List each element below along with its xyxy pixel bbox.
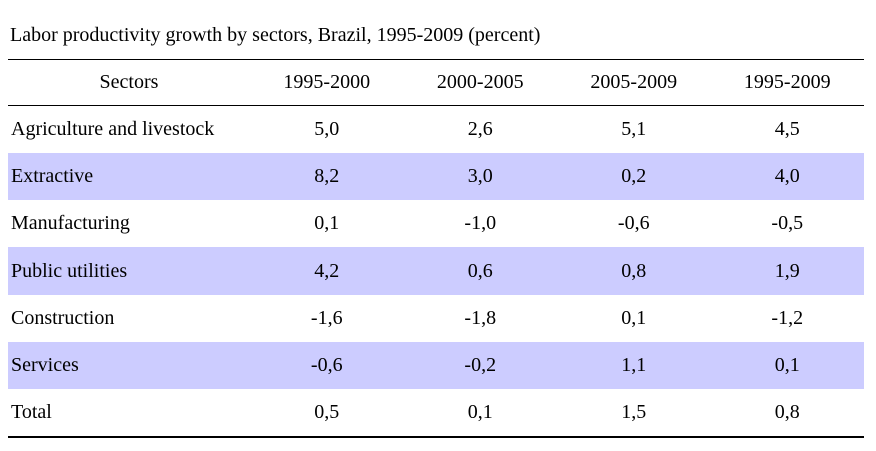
table-cell: 0,6 <box>403 247 557 295</box>
table-cell: -0,6 <box>250 341 404 390</box>
row-label: Agriculture and livestock <box>11 117 215 140</box>
productivity-table: Sectors 1995-2000 2000-2005 2005-2009 19… <box>8 59 864 438</box>
table-cell: 0,1 <box>710 341 864 390</box>
row-label: Total <box>8 389 250 438</box>
table-cell: 4,2 <box>250 247 404 295</box>
table-row: Services -0,6 -0,2 1,1 0,1 <box>8 341 864 390</box>
header-1995-2000: 1995-2000 <box>250 59 404 106</box>
table-cell: 5,1 <box>621 117 647 140</box>
table-row: Public utilities 4,2 0,6 0,8 1,9 <box>8 247 864 295</box>
table-header: Sectors 1995-2000 2000-2005 2005-2009 19… <box>8 59 864 106</box>
row-label: Construction <box>11 306 115 329</box>
table-title: Labor productivity growth by sectors, Br… <box>10 24 541 46</box>
header-row: Sectors 1995-2000 2000-2005 2005-2009 19… <box>8 59 864 106</box>
table-cell: 0,8 <box>710 389 864 438</box>
table-cell: 4,0 <box>710 152 864 201</box>
table-cell: -0,6 <box>617 212 650 235</box>
table-body: Agriculture and livestock 5,0 2,6 5,1 4,… <box>8 106 864 438</box>
table-cell: 0,5 <box>250 389 404 438</box>
header-sectors: Sectors <box>8 59 250 106</box>
table-cell: -0,2 <box>403 341 557 390</box>
table-cell: 2,6 <box>467 117 493 140</box>
table-row: Construction -1,6 -1,8 0,1 -1,2 <box>8 295 864 342</box>
table-cell: 1,9 <box>710 247 864 295</box>
table-cell: 4,5 <box>774 117 800 140</box>
table-row: Extractive 8,2 3,0 0,2 4,0 <box>8 152 864 201</box>
row-label: Manufacturing <box>11 212 130 235</box>
row-label: Extractive <box>8 152 250 201</box>
table-cell: -1,2 <box>771 306 804 329</box>
table-cell: 5,0 <box>314 117 340 140</box>
table-cell: 3,0 <box>403 152 557 201</box>
table-cell: 0,1 <box>314 212 340 235</box>
table-cell: 0,8 <box>557 247 711 295</box>
table-row: Agriculture and livestock 5,0 2,6 5,1 4,… <box>8 106 864 153</box>
table-cell: 8,2 <box>250 152 404 201</box>
table-cell: 0,2 <box>557 152 711 201</box>
row-label: Public utilities <box>8 247 250 295</box>
table-cell: 1,1 <box>557 341 711 390</box>
table-cell: 1,5 <box>557 389 711 438</box>
table-cell: -0,5 <box>771 212 804 235</box>
table-cell: 0,1 <box>403 389 557 438</box>
table-row-total: Total 0,5 0,1 1,5 0,8 <box>8 389 864 438</box>
header-2005-2009: 2005-2009 <box>557 59 711 106</box>
table-cell: -1,8 <box>464 306 497 329</box>
header-2000-2005: 2000-2005 <box>403 59 557 106</box>
table-cell: -1,6 <box>310 306 343 329</box>
header-1995-2009: 1995-2009 <box>710 59 864 106</box>
table-cell: 0,1 <box>621 306 647 329</box>
row-label: Services <box>8 341 250 390</box>
table-cell: -1,0 <box>464 212 497 235</box>
table-row: Manufacturing 0,1 -1,0 -0,6 -0,5 <box>8 200 864 247</box>
